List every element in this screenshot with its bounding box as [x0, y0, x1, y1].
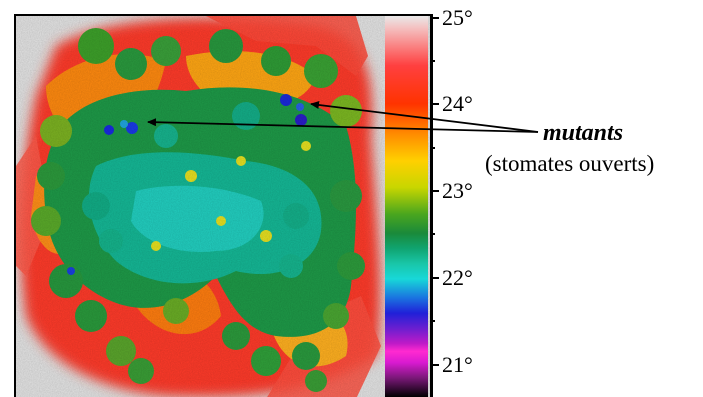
tick-minor [430, 320, 435, 322]
temperature-color-scale [385, 16, 428, 397]
tick-23 [430, 190, 439, 192]
temp-label-25: 25° [442, 5, 473, 30]
temp-label-23: 23° [442, 178, 473, 203]
tick-minor [430, 60, 435, 62]
scale-axis [430, 14, 432, 397]
thermal-image [14, 14, 433, 397]
tick-25 [430, 17, 439, 19]
tick-24 [430, 103, 439, 105]
temp-label-24: 24° [442, 91, 473, 116]
mutants-label: mutants [543, 120, 624, 146]
temp-label-22: 22° [442, 265, 473, 290]
tick-minor [430, 147, 435, 149]
stomates-label: (stomates ouverts) [485, 151, 655, 176]
tick-22 [430, 277, 439, 279]
tick-minor [430, 233, 435, 235]
temp-label-21: 21° [442, 352, 473, 377]
plant-canopy-heatmap [16, 16, 431, 397]
tick-21 [430, 364, 439, 366]
